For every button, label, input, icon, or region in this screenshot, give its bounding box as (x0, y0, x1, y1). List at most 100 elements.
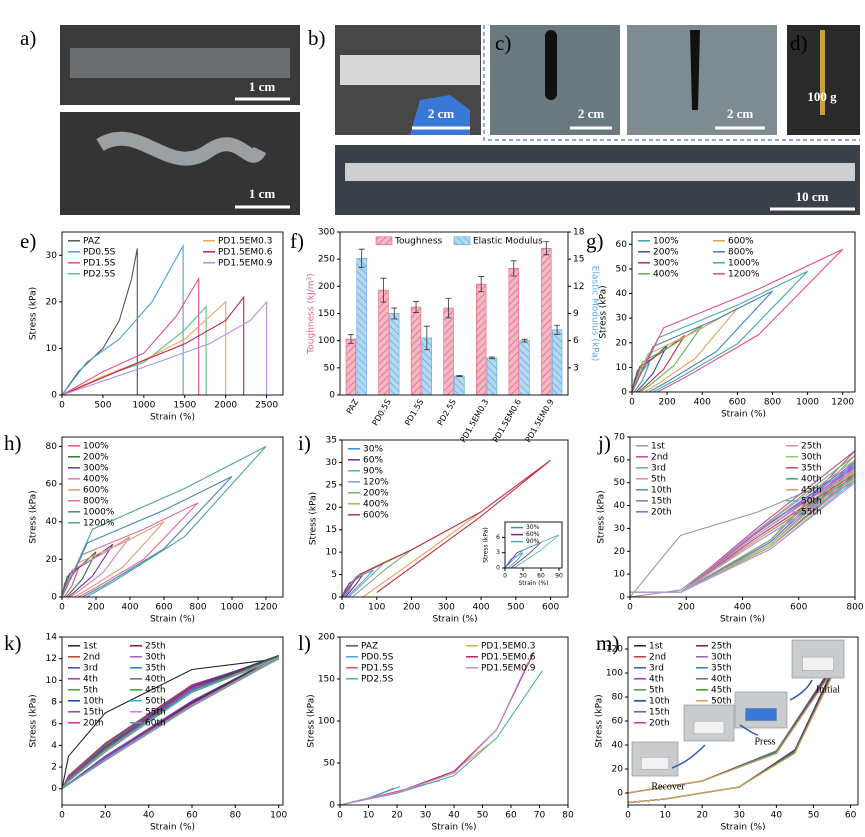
annotation: Press (754, 736, 775, 747)
y-tick-label: 20 (46, 297, 58, 307)
x-axis-title: Strain (%) (518, 580, 548, 587)
scale-label: 1 cm (249, 186, 276, 201)
axes-frame (629, 436, 856, 598)
panel-letter: h) (4, 431, 22, 455)
y-tick-label: 30 (614, 524, 626, 534)
legend-label: 20th (651, 507, 672, 517)
y2-tick-label: 9 (573, 309, 579, 319)
chart-panel: l) 0 50 100 150 200 0 10 20 30 40 50 60 70 80 Strain (%… (298, 631, 574, 833)
x-tick-label: 400 (734, 603, 751, 613)
y-tick-label: 60 (616, 240, 628, 250)
curve (627, 660, 840, 804)
legend-label: 1st (649, 641, 663, 651)
legend-label: 600% (83, 485, 109, 495)
curve (61, 658, 279, 790)
photo-sample (70, 48, 290, 78)
bar (475, 283, 487, 396)
y-tick-label: 60 (46, 480, 58, 490)
legend-label: 35th (801, 463, 822, 473)
legend-label: 50th (711, 696, 732, 706)
y-tick-label: 14 (46, 633, 58, 643)
y-tick-label: 4 (51, 741, 57, 751)
legend-label: 35th (711, 663, 732, 673)
x-tick-label: 0 (503, 572, 507, 579)
legend-label: PD1.5EM0.9 (481, 663, 536, 673)
legend-label: 120% (363, 477, 389, 487)
legend-label: 1200% (728, 269, 760, 279)
legend-label: 5th (649, 685, 664, 695)
x-tick-label: 500 (507, 603, 524, 613)
legend-label: 25th (801, 441, 822, 451)
y-tick-label: 0 (617, 789, 623, 799)
curve (61, 243, 184, 396)
y-tick-label: 50 (324, 363, 336, 373)
x-tick-label: 60 (505, 811, 517, 821)
y-tick-label: 0 (496, 565, 500, 572)
bar (345, 338, 357, 396)
x-tick-label: 800 (764, 398, 781, 408)
legend-label: 1st (83, 641, 97, 651)
legend-label: PD2.5S (83, 269, 116, 279)
curve (631, 290, 773, 393)
x-tick-label: 0 (59, 603, 65, 613)
photo-glove (410, 95, 470, 135)
error-bar (358, 248, 365, 268)
legend-label: 1000% (728, 258, 760, 268)
chart-panel: k) 0 2 4 6 8 10 12 14 0 20 40 60 80 100 Strain (%) Stres… (4, 631, 288, 833)
x-tick-label: 800 (189, 603, 206, 613)
legend-label: 600% (728, 236, 754, 246)
y-tick-label: 80 (612, 693, 624, 703)
legend-label: PD2.5S (361, 674, 394, 684)
axes-frame (627, 636, 859, 806)
y-tick-label: 120 (606, 645, 623, 655)
x-tick-label: 0 (625, 811, 631, 821)
x-tick-label: 500 (94, 401, 111, 411)
x-tick-label: 50 (808, 811, 820, 821)
scale-label: 2 cm (727, 106, 754, 121)
axes-frame (339, 231, 569, 396)
legend-label: PAZ (361, 641, 378, 651)
panel-letter: g) (586, 229, 604, 253)
legend-label: 30th (145, 652, 166, 662)
inset-photo-object (693, 720, 725, 735)
y-tick-label: 0 (331, 593, 337, 603)
legend-label: 200% (363, 488, 389, 498)
x-tick-label: 600 (542, 603, 559, 613)
x-tick-label: 1200 (255, 603, 278, 613)
curve (61, 445, 267, 598)
x-tick-label: 30 (420, 811, 432, 821)
photo-rod (545, 30, 557, 100)
y-tick-label: 35 (326, 436, 337, 446)
x-tick-label: 200 (87, 603, 104, 613)
legend-label: 3rd (83, 663, 98, 673)
bar (454, 375, 465, 396)
panel-letter: l) (298, 631, 311, 655)
y-tick-label: 40 (46, 517, 58, 527)
axes-frame (61, 231, 284, 396)
error-bar (380, 277, 387, 303)
x-tick-label: PD1.5EM0.6 (491, 398, 523, 444)
x-tick-label: 1200 (831, 398, 854, 408)
y-tick-label: 40 (612, 741, 624, 751)
chart-panel: e) 0 10 20 30 0 500 1000 1500 2000 2500 Strain (%) S… (20, 229, 284, 422)
legend-label: 10th (651, 485, 672, 495)
legend-label: 300% (653, 258, 679, 268)
x-tick-label: 200 (659, 398, 676, 408)
y-tick-label: 20 (614, 547, 626, 557)
legend-label: 45th (145, 685, 166, 695)
y-tick-label: 70 (614, 433, 626, 443)
legend-label: 1000% (83, 507, 115, 517)
y-axis-title: Stress (kPa) (482, 527, 489, 563)
y-tick-label: 0 (51, 784, 57, 794)
axes-frame (504, 521, 563, 569)
y-tick-label: 25 (326, 480, 337, 490)
photo-rod (690, 30, 700, 110)
legend-label: 100% (653, 236, 679, 246)
y-tick-label: 30 (46, 251, 58, 261)
legend-label: 3rd (649, 663, 664, 673)
x-tick-label: 400 (121, 603, 138, 613)
y2-tick-label: 3 (573, 363, 579, 373)
y2-tick-label: 12 (573, 282, 584, 292)
